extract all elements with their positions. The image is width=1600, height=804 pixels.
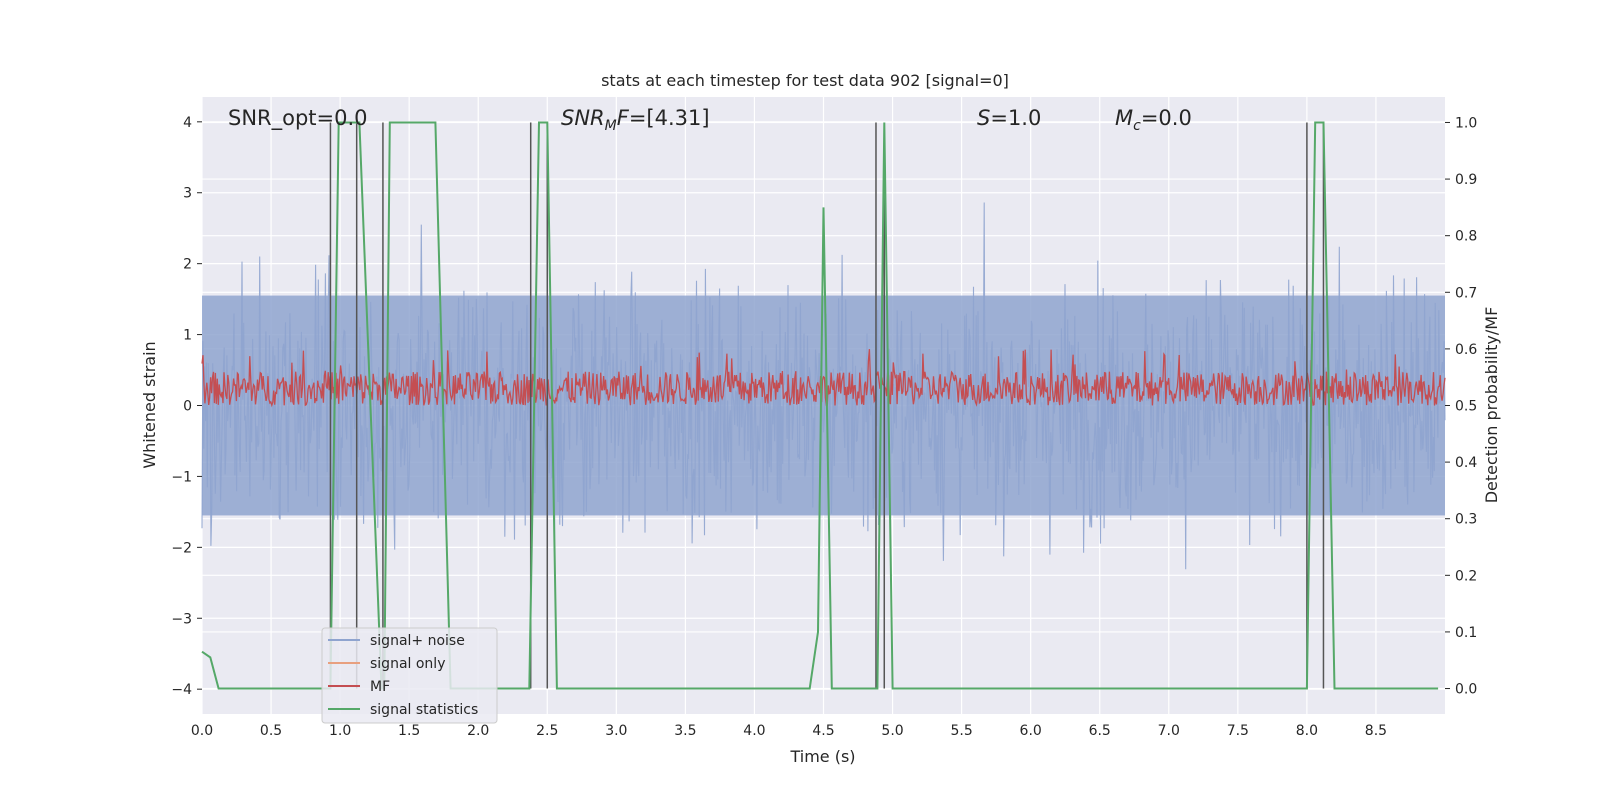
y-right-tick-label: 0.3 bbox=[1455, 512, 1477, 528]
x-tick-label: 4.5 bbox=[812, 723, 834, 739]
annotation-snr-mf-value: =[4.31] bbox=[629, 106, 710, 130]
x-tick-label: 3.5 bbox=[674, 723, 696, 739]
y-left-tick-label: −2 bbox=[171, 540, 192, 556]
x-tick-label: 3.0 bbox=[605, 723, 627, 739]
y-left-tick-label: −4 bbox=[171, 682, 192, 698]
annotation-mc-sub: c bbox=[1133, 118, 1141, 134]
y-left-tick-label: 1 bbox=[183, 328, 192, 344]
y-left-tick-label: −1 bbox=[171, 469, 192, 485]
x-tick-label: 0.5 bbox=[260, 723, 282, 739]
legend-label-signal-only: signal only bbox=[370, 656, 445, 672]
legend-box bbox=[321, 627, 498, 724]
y-axis-right-ticks: 0.0 0.1 0.2 0.3 0.4 0.5 0.6 0.7 0.8 0.9 1.0 bbox=[1445, 115, 1477, 698]
mf-line bbox=[201, 349, 1446, 408]
y-left-tick-label: 2 bbox=[183, 257, 192, 273]
signal-statistics-series bbox=[201, 121, 1439, 690]
annotation-snr-mf-base: SNR bbox=[561, 106, 605, 130]
x-axis-ticks: 0.0 0.5 1.0 1.5 2.0 2.5 3.0 3.5 4.0 4.5 5.0 5.5 6.0 6… bbox=[191, 723, 1387, 739]
y-left-tick-label: 0 bbox=[183, 399, 192, 415]
y-left-tick-label: −3 bbox=[171, 611, 192, 627]
annotation-snr-mf-rest: F bbox=[617, 106, 630, 130]
y-right-tick-label: 0.4 bbox=[1455, 455, 1477, 471]
signal-statistics-line bbox=[201, 121, 1439, 690]
signal-noise-line bbox=[201, 202, 1446, 570]
mf-series bbox=[201, 349, 1446, 408]
y-right-tick-label: 0.8 bbox=[1455, 229, 1477, 245]
y-right-tick-label: 0.7 bbox=[1455, 285, 1477, 301]
y-right-tick-label: 0.2 bbox=[1455, 568, 1477, 584]
y-axis-right-label: Detection probability/MF bbox=[1482, 307, 1501, 504]
annotation-mc-value: =0.0 bbox=[1141, 106, 1192, 130]
y-right-tick-label: 1.0 bbox=[1455, 115, 1477, 131]
annotation-s-base: S bbox=[977, 106, 990, 130]
x-tick-label: 6.5 bbox=[1089, 723, 1111, 739]
x-axis-label: Time (s) bbox=[789, 747, 855, 766]
x-tick-label: 8.0 bbox=[1296, 723, 1318, 739]
signal-noise-series bbox=[201, 202, 1446, 570]
x-tick-label: 4.0 bbox=[743, 723, 765, 739]
y-right-tick-label: 0.9 bbox=[1455, 172, 1477, 188]
x-tick-label: 5.0 bbox=[881, 723, 903, 739]
x-tick-label: 2.5 bbox=[536, 723, 558, 739]
annotation-mc: Mc=0.0 bbox=[1115, 106, 1192, 134]
x-tick-label: 1.5 bbox=[398, 723, 420, 739]
legend-label-signal-noise: signal+ noise bbox=[370, 633, 465, 649]
trigger-markers bbox=[329, 122, 1325, 689]
y-axis-left-label: Whitened strain bbox=[140, 341, 159, 468]
legend-label-signal-statistics: signal statistics bbox=[370, 702, 478, 718]
y-right-tick-label: 0.6 bbox=[1455, 342, 1477, 358]
x-tick-label: 6.0 bbox=[1020, 723, 1042, 739]
legend: signal+ noise signal only MF signal stat… bbox=[321, 627, 498, 724]
annotation-mc-base: M bbox=[1115, 106, 1133, 130]
x-tick-label: 5.5 bbox=[950, 723, 972, 739]
x-tick-label: 7.0 bbox=[1158, 723, 1180, 739]
y-right-tick-label: 0.0 bbox=[1455, 682, 1477, 698]
x-tick-label: 8.5 bbox=[1365, 723, 1387, 739]
x-tick-label: 2.0 bbox=[467, 723, 489, 739]
x-tick-label: 7.5 bbox=[1227, 723, 1249, 739]
y-right-tick-label: 0.5 bbox=[1455, 399, 1477, 415]
annotation-snr-mf-sub: M bbox=[605, 118, 617, 134]
y-right-tick-label: 0.1 bbox=[1455, 625, 1477, 641]
annotation-s-value: =1.0 bbox=[990, 106, 1041, 130]
chart-title: stats at each timestep for test data 902… bbox=[601, 71, 1009, 90]
y-axis-left-ticks: −4 −3 −2 −1 0 1 2 3 4 bbox=[171, 115, 202, 698]
annotation-snr-opt: SNR_opt=0.0 bbox=[228, 106, 368, 131]
annotation-snr-mf: SNRMF=[4.31] bbox=[561, 106, 710, 134]
legend-label-mf: MF bbox=[370, 679, 390, 695]
x-tick-label: 1.0 bbox=[329, 723, 351, 739]
y-left-tick-label: 4 bbox=[183, 115, 192, 131]
x-tick-label: 0.0 bbox=[191, 723, 213, 739]
y-left-tick-label: 3 bbox=[183, 186, 192, 202]
annotation-s: S=1.0 bbox=[977, 106, 1041, 130]
